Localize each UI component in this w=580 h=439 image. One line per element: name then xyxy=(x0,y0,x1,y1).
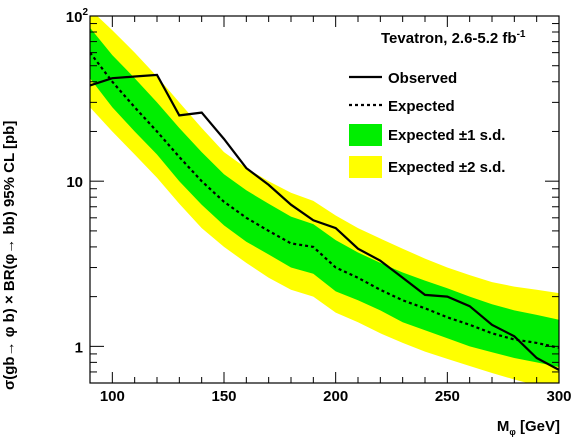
x-tick-label: 100 xyxy=(100,388,125,405)
x-axis-title: Mφ [GeV] xyxy=(497,418,560,437)
y-tick-label: 102 xyxy=(66,7,89,26)
expected-limit-line xyxy=(90,51,559,349)
legend-2sd-label: Expected ±2 s.d. xyxy=(388,159,505,176)
observed-limit-line xyxy=(90,73,559,371)
x-tick-label: 150 xyxy=(211,388,236,405)
legend-1sd-swatch xyxy=(349,124,382,146)
luminosity-header: Tevatron, 2.6-5.2 fb-1 xyxy=(381,29,526,47)
plot-frame xyxy=(89,15,560,384)
legend-2sd-swatch xyxy=(349,156,382,178)
legend-observed-label: Observed xyxy=(388,70,457,87)
x-tick-label: 200 xyxy=(323,388,348,405)
x-tick-label: 300 xyxy=(546,388,571,405)
expected-1sd-band xyxy=(90,27,559,367)
x-tick-label: 250 xyxy=(435,388,460,405)
legend-1sd-label: Expected ±1 s.d. xyxy=(388,127,505,144)
legend: Observed Expected Expected ±1 s.d. Expec… xyxy=(349,70,505,178)
y-tick-label: 1 xyxy=(75,339,83,356)
legend-expected-label: Expected xyxy=(388,98,455,115)
y-axis-title: σ(gb→ φ b) × BR(φ→ bb) 95% CL [pb] xyxy=(1,121,18,390)
y-tick-label: 10 xyxy=(66,174,83,191)
